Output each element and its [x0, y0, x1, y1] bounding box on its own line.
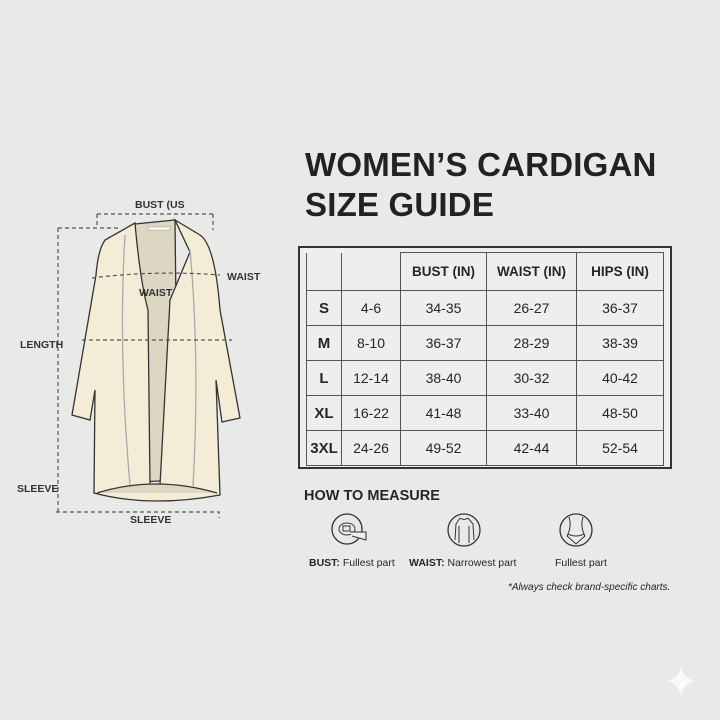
- table-row: XL 16-22 41-48 33-40 48-50: [306, 395, 664, 431]
- sleeve-label-bottom: SLEEVE: [130, 514, 171, 526]
- hips-caption-text: Fullest part: [555, 557, 607, 569]
- waist-label-right: WAIST: [227, 271, 261, 283]
- table-row: 3XL 24-26 49-52 42-44 52-54: [306, 430, 664, 466]
- page-title: WOMEN’S CARDIGAN SIZE GUIDE: [305, 145, 657, 225]
- hips-caption: Fullest part: [555, 557, 607, 569]
- hips-cell: 38-39: [576, 325, 664, 361]
- header-waist: WAIST (IN): [486, 252, 577, 291]
- table-row: M 8-10 36-37 28-29 38-39: [306, 325, 664, 361]
- hips-icon: [559, 513, 593, 547]
- waist-label-inner: WAIST: [139, 287, 173, 299]
- header-size: [306, 252, 342, 291]
- sparkle-icon: [666, 666, 696, 696]
- waist-cell: 30-32: [486, 360, 577, 396]
- waist-cell: 33-40: [486, 395, 577, 431]
- bust-cell: 38-40: [400, 360, 487, 396]
- waist-cell: 42-44: [486, 430, 577, 466]
- bust-cell: 36-37: [400, 325, 487, 361]
- bust-label: BUST (US: [135, 199, 185, 211]
- size-range-cell: 16-22: [341, 395, 401, 431]
- size-cell: 3XL: [306, 430, 342, 466]
- bust-caption-bold: BUST:: [309, 557, 340, 569]
- length-label: LENGTH: [20, 339, 63, 351]
- cardigan-body: [71, 218, 241, 502]
- bust-caption-text: Fullest part: [339, 557, 395, 569]
- size-cell: S: [306, 290, 342, 326]
- bust-caption: BUST: Fullest part: [309, 557, 395, 569]
- hips-cell: 40-42: [576, 360, 664, 396]
- tape-measure-icon: [331, 513, 367, 545]
- waist-caption-bold: WAIST:: [409, 557, 445, 569]
- waist-caption: WAIST: Narrowest part: [409, 557, 516, 569]
- size-range-cell: 24-26: [341, 430, 401, 466]
- size-range-cell: 8-10: [341, 325, 401, 361]
- table-header-row: BUST (IN) WAIST (IN) HIPS (IN): [306, 252, 664, 291]
- size-cell: L: [306, 360, 342, 396]
- waist-cell: 28-29: [486, 325, 577, 361]
- header-bust: BUST (IN): [400, 252, 487, 291]
- hips-cell: 52-54: [576, 430, 664, 466]
- bust-cell: 49-52: [400, 430, 487, 466]
- size-table: BUST (IN) WAIST (IN) HIPS (IN) S 4-6 34-35…: [306, 252, 664, 466]
- title-line-1: WOMEN’S CARDIGAN: [305, 146, 657, 183]
- waist-cell: 26-27: [486, 290, 577, 326]
- size-range-cell: 12-14: [341, 360, 401, 396]
- size-table-frame: BUST (IN) WAIST (IN) HIPS (IN) S 4-6 34-35…: [298, 246, 672, 469]
- size-range-cell: 4-6: [341, 290, 401, 326]
- disclaimer-note: *Always check brand-specific charts.: [508, 582, 671, 593]
- bust-cell: 41-48: [400, 395, 487, 431]
- bust-cell: 34-35: [400, 290, 487, 326]
- waist-caption-text: Narrowest part: [444, 557, 517, 569]
- size-cell: XL: [306, 395, 342, 431]
- size-cell: M: [306, 325, 342, 361]
- header-range: [341, 252, 401, 291]
- how-to-measure-heading: HOW TO MEASURE: [304, 488, 440, 504]
- cardigan-diagram: BUST (US WAIST WAIST LENGTH SLEEVE SLEEV…: [17, 199, 261, 526]
- hips-cell: 36-37: [576, 290, 664, 326]
- header-hips: HIPS (IN): [576, 252, 664, 291]
- table-row: S 4-6 34-35 26-27 36-37: [306, 290, 664, 326]
- torso-icon: [447, 513, 481, 547]
- sleeve-label-left: SLEEVE: [17, 483, 58, 495]
- title-line-2: SIZE GUIDE: [305, 186, 495, 223]
- table-row: L 12-14 38-40 30-32 40-42: [306, 360, 664, 396]
- hips-cell: 48-50: [576, 395, 664, 431]
